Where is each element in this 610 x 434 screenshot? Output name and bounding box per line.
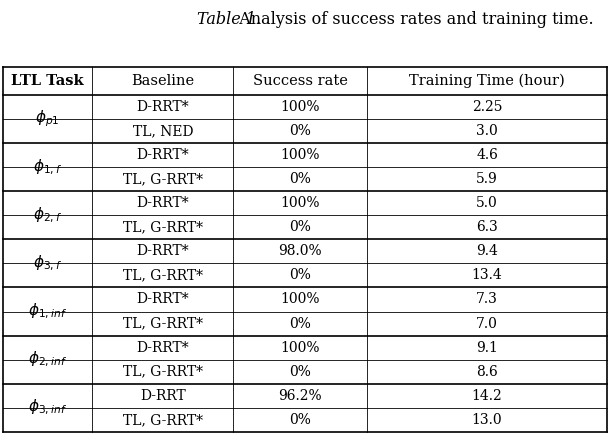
Text: 5.9: 5.9 (476, 172, 498, 186)
Text: 8.6: 8.6 (476, 365, 498, 379)
Text: 100%: 100% (281, 100, 320, 114)
Text: 96.2%: 96.2% (278, 389, 322, 403)
Text: 0%: 0% (289, 220, 311, 234)
Text: 0%: 0% (289, 316, 311, 331)
Text: 100%: 100% (281, 341, 320, 355)
Text: D-RRT: D-RRT (140, 389, 185, 403)
Text: 0%: 0% (289, 124, 311, 138)
Text: 7.3: 7.3 (476, 293, 498, 306)
Text: D-RRT*: D-RRT* (137, 148, 189, 162)
Text: 9.4: 9.4 (476, 244, 498, 258)
Text: 5.0: 5.0 (476, 196, 498, 210)
Text: TL, NED: TL, NED (132, 124, 193, 138)
Text: TL, G-RRT*: TL, G-RRT* (123, 413, 203, 427)
Text: TL, G-RRT*: TL, G-RRT* (123, 220, 203, 234)
Text: D-RRT*: D-RRT* (137, 100, 189, 114)
Text: TL, G-RRT*: TL, G-RRT* (123, 172, 203, 186)
Text: Analysis of success rates and training time.: Analysis of success rates and training t… (229, 11, 594, 28)
Text: 13.0: 13.0 (472, 413, 503, 427)
Text: D-RRT*: D-RRT* (137, 341, 189, 355)
Text: 3.0: 3.0 (476, 124, 498, 138)
Text: 7.0: 7.0 (476, 316, 498, 331)
Text: D-RRT*: D-RRT* (137, 293, 189, 306)
Text: LTL Task: LTL Task (12, 74, 84, 88)
Text: TL, G-RRT*: TL, G-RRT* (123, 268, 203, 283)
Text: $\phi_{1,inf}$: $\phi_{1,inf}$ (28, 302, 67, 321)
Text: 100%: 100% (281, 196, 320, 210)
Text: 0%: 0% (289, 413, 311, 427)
Text: 100%: 100% (281, 148, 320, 162)
Text: 6.3: 6.3 (476, 220, 498, 234)
Text: Success rate: Success rate (253, 74, 348, 88)
Text: 0%: 0% (289, 172, 311, 186)
Text: $\phi_{p1}$: $\phi_{p1}$ (35, 108, 60, 129)
Text: TL, G-RRT*: TL, G-RRT* (123, 316, 203, 331)
Text: Baseline: Baseline (131, 74, 195, 88)
Text: Table 1.: Table 1. (197, 11, 261, 28)
Text: TL, G-RRT*: TL, G-RRT* (123, 365, 203, 379)
Text: 0%: 0% (289, 268, 311, 283)
Text: Training Time (hour): Training Time (hour) (409, 74, 565, 88)
Text: 14.2: 14.2 (472, 389, 503, 403)
Text: $\phi_{1,f}$: $\phi_{1,f}$ (33, 158, 62, 177)
Text: 4.6: 4.6 (476, 148, 498, 162)
Text: 13.4: 13.4 (472, 268, 503, 283)
Text: D-RRT*: D-RRT* (137, 244, 189, 258)
Text: $\phi_{2,f}$: $\phi_{2,f}$ (33, 206, 62, 225)
Text: 2.25: 2.25 (472, 100, 502, 114)
Text: D-RRT*: D-RRT* (137, 196, 189, 210)
Text: 98.0%: 98.0% (278, 244, 322, 258)
Text: $\phi_{3,f}$: $\phi_{3,f}$ (33, 254, 62, 273)
Text: $\phi_{2,inf}$: $\phi_{2,inf}$ (28, 350, 67, 369)
Text: 0%: 0% (289, 365, 311, 379)
Text: 9.1: 9.1 (476, 341, 498, 355)
Text: 100%: 100% (281, 293, 320, 306)
Text: $\phi_{3,inf}$: $\phi_{3,inf}$ (28, 398, 67, 418)
